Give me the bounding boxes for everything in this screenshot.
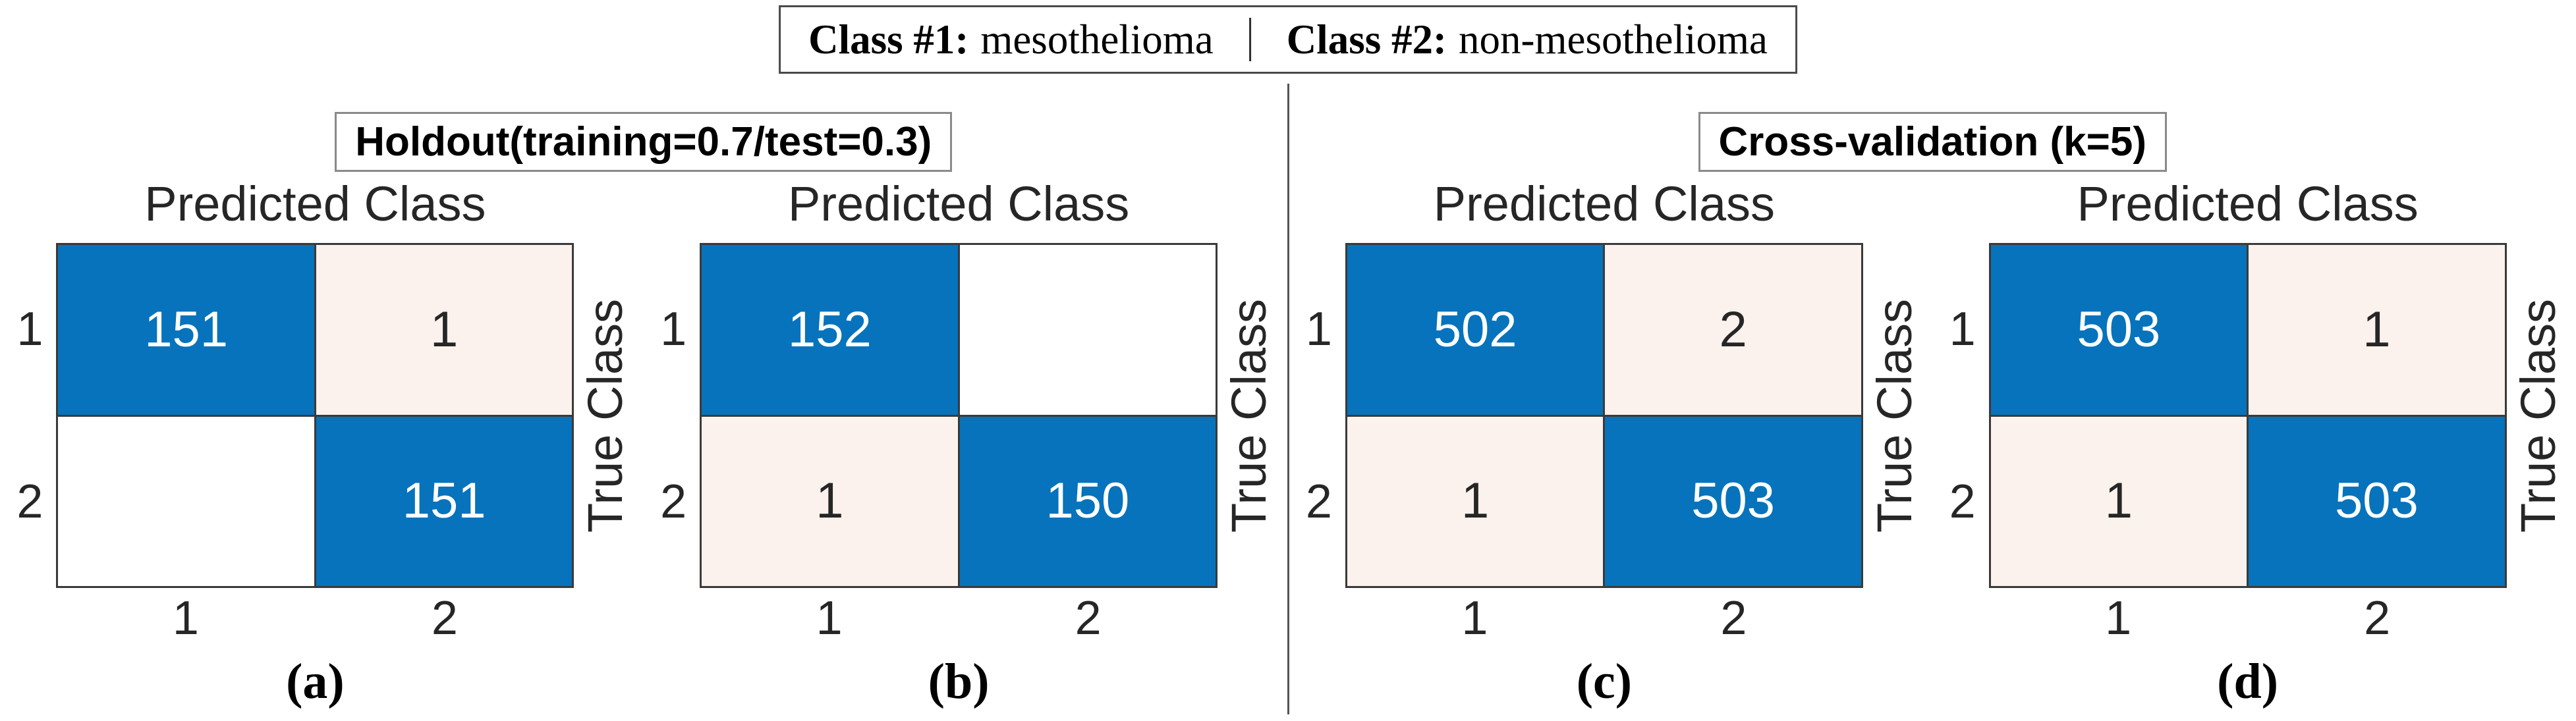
cell-r2c2: 151	[316, 416, 573, 587]
cell-r2c2: 150	[959, 416, 1216, 587]
row-ticks: 1 2	[1939, 243, 1989, 588]
true-class-label: True Class	[1866, 298, 1922, 533]
cell-r1c1: 502	[1347, 245, 1604, 415]
holdout-section: Holdout(training=0.7/test=0.3) Predicted…	[0, 0, 1287, 721]
true-class-label: True Class	[578, 298, 633, 533]
col-ticks: 1 2	[56, 588, 574, 649]
col-tick-1: 1	[172, 592, 199, 645]
holdout-panels: Predicted Class 1 2 151 1 151 True Class	[0, 178, 1287, 714]
confusion-matrix-b: Predicted Class 1 2 152 1 150 True Class	[650, 178, 1281, 714]
cell-r1c2: 2	[1605, 245, 1861, 415]
section-divider-line	[1287, 84, 1289, 714]
predicted-class-label: Predicted Class	[2077, 176, 2419, 232]
row-tick-2: 2	[1305, 475, 1332, 529]
cell-r2c2: 503	[1605, 416, 1861, 587]
legend-class1-value: mesothelioma	[980, 16, 1214, 63]
row-tick-1: 1	[1949, 303, 1976, 356]
cross-validation-panels: Predicted Class 1 2 502 2 1 503 True Cla…	[1289, 178, 2576, 714]
cell-r2c1	[58, 416, 314, 587]
predicted-class-label: Predicted Class	[788, 176, 1130, 232]
col-ticks: 1 2	[1345, 588, 1863, 649]
panel-b: Predicted Class 1 2 152 1 150 True Class	[644, 178, 1287, 714]
caption-d: (d)	[2217, 653, 2279, 709]
cell-r1c2	[959, 245, 1216, 415]
predicted-class-label: Predicted Class	[144, 176, 486, 232]
holdout-section-title: Holdout(training=0.7/test=0.3)	[335, 112, 953, 173]
row-ticks: 1 2	[650, 243, 700, 588]
col-tick-2: 2	[1720, 592, 1747, 645]
col-ticks: 1 2	[1989, 588, 2507, 649]
row-ticks: 1 2	[6, 243, 56, 588]
predicted-class-label: Predicted Class	[1433, 176, 1775, 232]
caption-c: (c)	[1576, 653, 1633, 709]
legend-class1-label: Class #1:	[808, 16, 969, 63]
cell-r1c1: 151	[58, 245, 314, 415]
cell-r2c1: 1	[1990, 416, 2247, 587]
cell-r1c2: 1	[2249, 245, 2505, 415]
row-tick-1: 1	[660, 303, 687, 356]
panel-c: Predicted Class 1 2 502 2 1 503 True Cla…	[1289, 178, 1933, 714]
row-tick-1: 1	[16, 303, 43, 356]
col-tick-1: 1	[816, 592, 843, 645]
confusion-matrix-a: Predicted Class 1 2 151 1 151 True Class	[6, 178, 637, 714]
cell-r1c1: 152	[702, 245, 958, 415]
panel-a: Predicted Class 1 2 151 1 151 True Class	[0, 178, 644, 714]
cross-validation-section-title: Cross-validation (k=5)	[1698, 112, 2167, 173]
legend-separator-bar	[1248, 18, 1251, 61]
cell-r2c1: 1	[1347, 416, 1604, 587]
legend-class1: Class #1: mesothelioma	[808, 16, 1214, 63]
row-tick-2: 2	[1949, 475, 1976, 529]
row-tick-1: 1	[1305, 303, 1332, 356]
col-ticks: 1 2	[700, 588, 1218, 649]
cell-r1c2: 1	[316, 245, 573, 415]
col-tick-2: 2	[2364, 592, 2391, 645]
caption-b: (b)	[928, 653, 990, 709]
legend-class2-label: Class #2:	[1286, 16, 1447, 63]
col-tick-2: 2	[1075, 592, 1102, 645]
cell-r2c2: 503	[2249, 416, 2505, 587]
row-tick-2: 2	[660, 475, 687, 529]
true-class-label: True Class	[2510, 298, 2565, 533]
matrix-cells: 503 1 1 503	[1988, 243, 2507, 589]
legend-class2: Class #2: non-mesothelioma	[1286, 16, 1768, 63]
legend-class2-value: non-mesothelioma	[1459, 16, 1768, 63]
col-tick-2: 2	[431, 592, 458, 645]
row-tick-2: 2	[16, 475, 43, 529]
matrix-cells: 152 1 150	[700, 243, 1218, 589]
matrix-cells: 151 1 151	[56, 243, 574, 589]
confusion-matrix-d: Predicted Class 1 2 503 1 1 503 True Cla…	[1939, 178, 2570, 714]
cell-r1c1: 503	[1990, 245, 2247, 415]
confusion-matrix-c: Predicted Class 1 2 502 2 1 503 True Cla…	[1295, 178, 1926, 714]
caption-a: (a)	[286, 653, 345, 709]
row-ticks: 1 2	[1295, 243, 1345, 588]
matrix-cells: 502 2 1 503	[1345, 243, 1863, 589]
cell-r2c1: 1	[702, 416, 958, 587]
col-tick-1: 1	[2105, 592, 2132, 645]
class-legend-box: Class #1: mesothelioma Class #2: non-mes…	[779, 5, 1797, 74]
cross-validation-section: Cross-validation (k=5) Predicted Class 1…	[1289, 0, 2576, 721]
true-class-label: True Class	[1221, 298, 1277, 533]
panel-d: Predicted Class 1 2 503 1 1 503 True Cla…	[1932, 178, 2576, 714]
col-tick-1: 1	[1461, 592, 1488, 645]
